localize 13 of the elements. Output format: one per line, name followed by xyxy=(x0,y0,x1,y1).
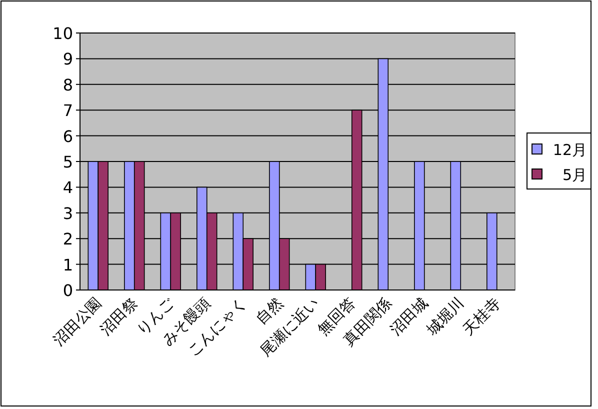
y-tick-label: 4 xyxy=(62,178,73,198)
y-tick-label: 0 xyxy=(62,281,73,300)
y-tick-label: 1 xyxy=(62,255,73,274)
y-tick-label: 6 xyxy=(62,126,73,146)
y-tick-label: 10 xyxy=(52,24,73,43)
y-tick-label: 9 xyxy=(62,50,73,69)
y-tick-label: 7 xyxy=(62,101,73,120)
y-tick-label: 2 xyxy=(62,230,73,249)
legend-label: 5月 xyxy=(562,166,587,184)
y-tick-label: 3 xyxy=(62,204,73,223)
y-tick-label: 8 xyxy=(62,75,73,94)
y-tick-label: 5 xyxy=(62,152,73,172)
legend-label: 12月 xyxy=(552,141,587,159)
